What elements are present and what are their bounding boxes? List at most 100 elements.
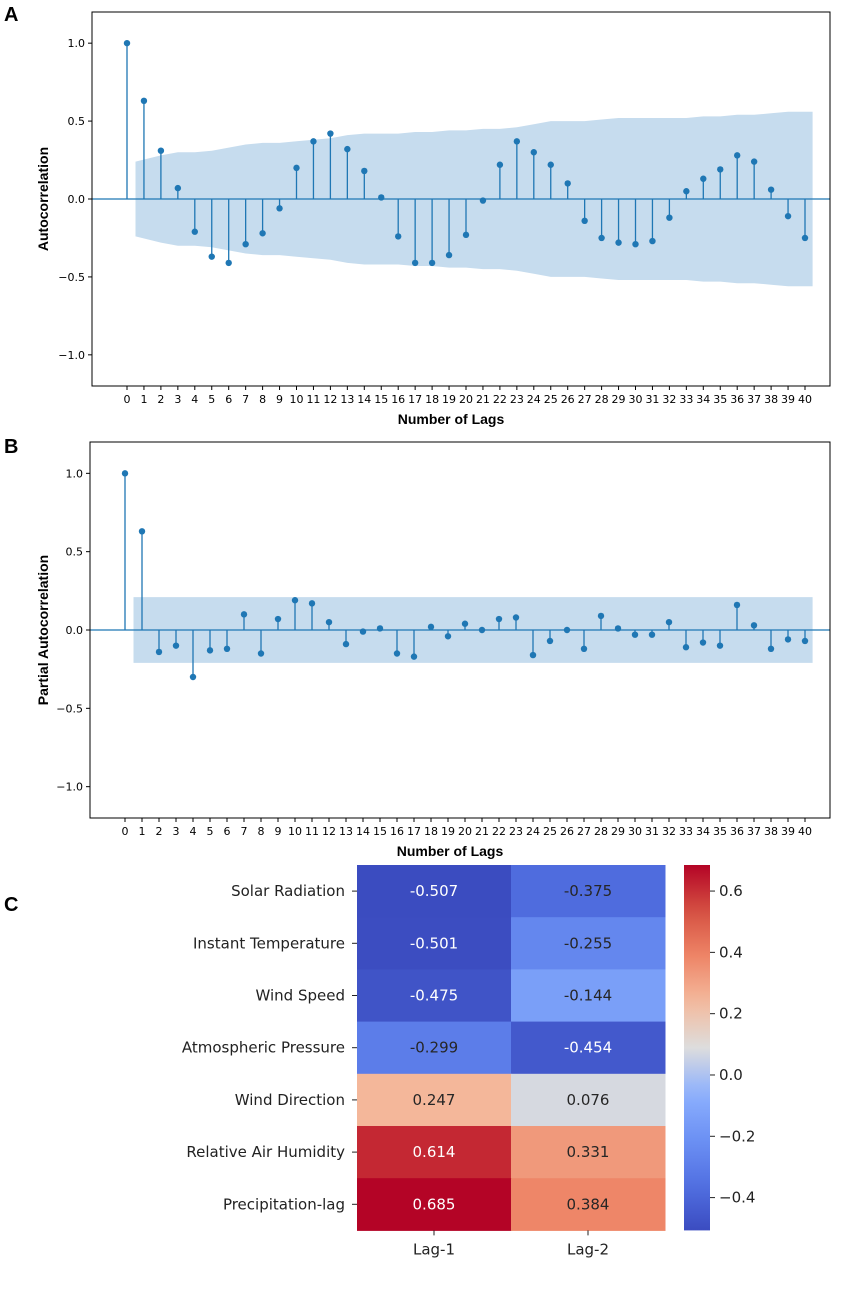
acf-x-tick-label-22: 22 [493,393,507,406]
pacf-point-9 [274,615,282,623]
heatmap-col-label-0: Lag-1 [413,1240,455,1258]
pacf-point-40 [801,637,809,645]
acf-x-tick-label-34: 34 [696,393,710,406]
pacf-x-tick-label-11: 11 [305,825,319,838]
pacf-point-4 [189,673,197,681]
panel-label-a: A [4,4,18,26]
acf-y-tick-label-2: 0.0 [68,193,86,206]
acf-point-33 [683,188,690,195]
acf-point-18 [428,259,436,267]
pacf-x-tick-label-9: 9 [275,825,282,838]
pacf-point-18 [427,623,435,631]
acf-point-25 [547,161,554,168]
acf-x-tick-label-20: 20 [459,393,473,406]
acf-x-tick-label-15: 15 [374,393,388,406]
acf-point-12 [327,130,334,137]
acf-point-34 [700,175,707,182]
acf-x-tick-label-12: 12 [323,393,337,406]
acf-point-30 [632,240,639,248]
heatmap-cell-4-0 [357,1073,512,1127]
acf-point-22 [496,161,504,168]
acf-x-tick-label-1: 1 [140,393,147,406]
acf-x-tick-label-2: 2 [157,393,164,406]
colorbar-tick-label-4: −0.2 [719,1127,755,1145]
acf-x-tick-label-36: 36 [730,393,744,406]
pacf-point-39 [784,636,792,643]
heatmap-cell-1-0 [357,917,512,970]
acf-x-tick-label-4: 4 [191,393,198,406]
heatmap-cell-label-2-0: -0.475 [410,987,458,1005]
heatmap-row-label-6: Precipitation-lag [223,1195,345,1213]
acf-x-tick-label-8: 8 [259,393,266,406]
pacf-point-26 [563,626,571,634]
pacf-x-tick-label-14: 14 [356,825,370,838]
pacf-point-2 [155,648,163,656]
acf-point-3 [174,184,182,192]
pacf-x-tick-label-21: 21 [475,825,489,838]
pacf-point-30 [631,631,639,638]
acf-point-31 [649,237,656,245]
pacf-point-8 [257,650,265,657]
pacf-point-13 [342,640,350,648]
pacf-x-tick-label-37: 37 [747,825,761,838]
heatmap-cell-2-1 [511,969,666,1023]
acf-y-tick-label-0: 1.0 [68,37,86,50]
pacf-x-tick-label-36: 36 [730,825,744,838]
heatmap-cell-label-1-1: -0.255 [564,934,612,952]
heatmap-row-label-4: Wind Direction [235,1091,345,1109]
acf-point-38 [767,186,775,193]
pacf-point-10 [291,597,299,604]
acf-point-4 [191,228,198,235]
acf-x-tick-label-38: 38 [764,393,778,406]
heatmap-cell-0-1 [511,865,666,918]
heatmap-cell-3-1 [511,1021,666,1075]
pacf-x-tick-label-35: 35 [713,825,727,838]
colorbar-tick-label-3: 0.0 [719,1066,743,1084]
acf-point-27 [581,217,588,225]
heatmap-cell-label-1-0: -0.501 [410,934,458,952]
acf-point-5 [208,253,215,260]
pacf-x-tick-label-13: 13 [339,825,353,838]
heatmap-row-label-2: Wind Speed [256,987,346,1005]
pacf-y-tick-label-2: 0.0 [66,624,84,637]
pacf-x-tick-label-3: 3 [173,825,180,838]
pacf-x-tick-label-12: 12 [322,825,336,838]
acf-point-6 [225,259,232,267]
acf-point-0 [123,39,131,47]
pacf-point-37 [750,622,758,629]
acf-point-11 [310,138,317,145]
pacf-x-ticks: 0 1 2 3 4 5 6 7 8 9 10 11 12 13 14 15 16 17 18 19 20 21 22 23 24… [122,818,812,838]
pacf-point-6 [223,645,231,652]
heatmap-cell-label-0-0: -0.507 [410,882,458,900]
acf-point-35 [717,166,724,173]
acf-y-tick-label-1: 0.5 [68,115,86,128]
pacf-point-27 [580,645,588,652]
acf-point-15 [378,194,385,201]
pacf-x-tick-label-39: 39 [781,825,795,838]
heatmap-cell-label-3-1: -0.454 [564,1039,612,1057]
heatmap-cell-0-0 [357,865,512,918]
pacf-x-tick-label-1: 1 [139,825,146,838]
pacf-point-21 [478,626,486,634]
pacf-x-tick-label-40: 40 [798,825,812,838]
pacf-point-35 [716,642,724,649]
acf-x-tick-label-17: 17 [408,393,422,406]
pacf-x-tick-label-6: 6 [224,825,231,838]
colorbar-tick-label-1: 0.4 [719,943,743,961]
acf-x-tick-label-26: 26 [561,393,575,406]
acf-x-tick-label-33: 33 [679,393,693,406]
acf-point-1 [140,97,148,105]
acf-x-tick-label-30: 30 [629,393,643,406]
acf-point-8 [259,230,266,237]
acf-x-tick-label-24: 24 [527,393,541,406]
heatmap-cell-2-0 [357,969,512,1023]
heatmap-column-labels: Lag-1 Lag-2 [413,1230,609,1258]
pacf-point-36 [733,601,741,609]
heatmap-cell-5-0 [357,1126,512,1179]
acf-plot: 1.00.50.0−0.5−1.0 0 1 2 3 4 5 6 7 8 9 10 11 12 13 14 15… [35,11,831,427]
acf-x-tick-label-21: 21 [476,393,490,406]
acf-point-9 [276,205,283,212]
panel-label-b: B [4,436,18,458]
acf-x-tick-label-13: 13 [340,393,354,406]
heatmap-cells: -0.507 -0.375 -0.501 -0.255 -0.475 -0.144 -0.2… [357,865,666,1231]
